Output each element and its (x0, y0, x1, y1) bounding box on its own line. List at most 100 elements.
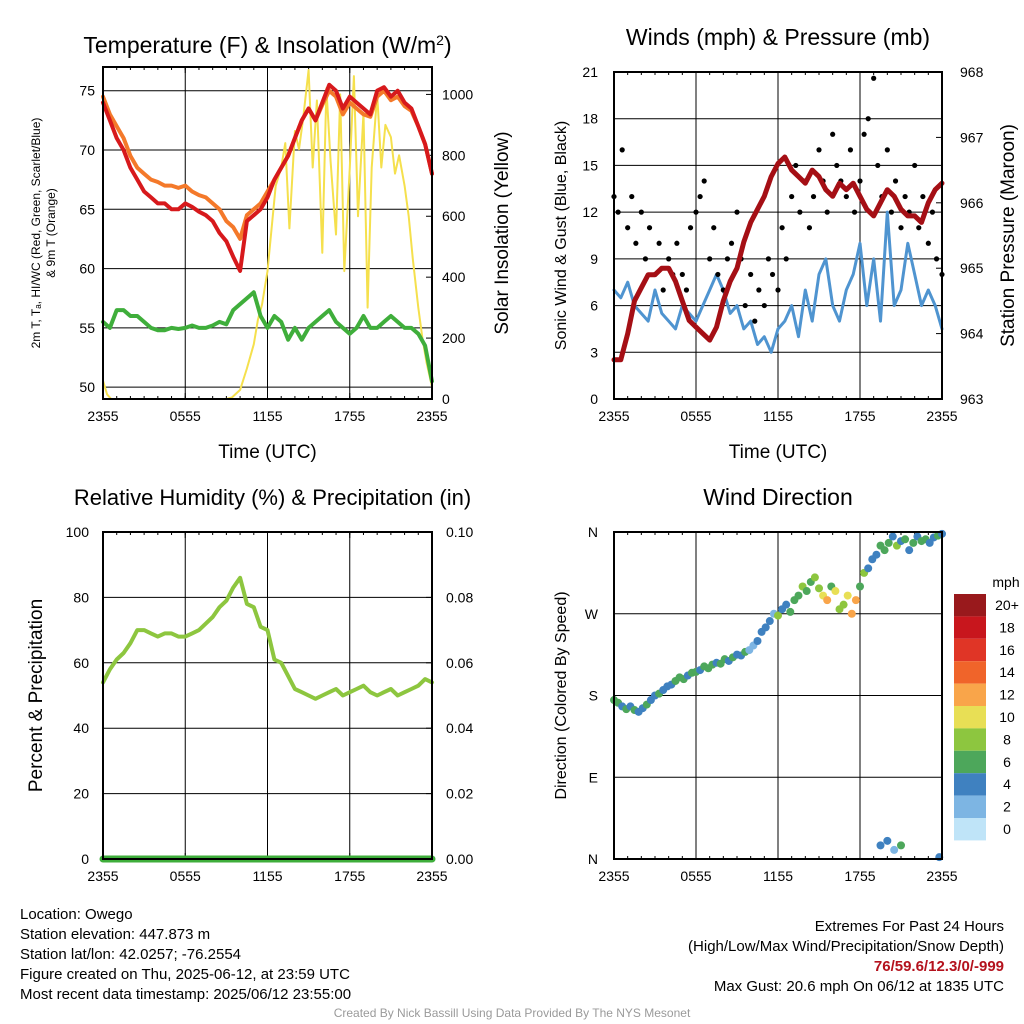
figure-created: Figure created on Thu, 2025-06-12, at 23… (20, 966, 350, 983)
plot-frame-4 (613, 531, 943, 860)
gust-point (724, 256, 731, 262)
chart-title-wind-direction: Wind Direction (703, 484, 853, 510)
gust-point (742, 302, 748, 309)
y-tick-label: 12 (582, 204, 598, 220)
y-tick-label: 15 (582, 157, 598, 173)
colorbar-label: 12 (999, 687, 1015, 703)
x-tick-label: 2355 (416, 408, 447, 424)
colorbar-label: 14 (999, 664, 1015, 680)
y2-axis-label: Solar Insolation (Yellow) (492, 131, 513, 334)
y-tick-label: S (589, 688, 598, 704)
extremes-box: Extremes For Past 24 Hours (High/Low/Max… (688, 917, 1004, 997)
y-tick-label: W (585, 606, 599, 622)
y-axis-label: & 9m T (Orange) (44, 188, 58, 278)
x-tick-label: 2355 (926, 868, 957, 884)
direction-point (884, 538, 893, 547)
direction-point (905, 546, 914, 555)
colorbar-label: 0 (1003, 821, 1011, 837)
series-relative-humidity (101, 575, 434, 701)
direction-point (815, 584, 823, 593)
direction-point (888, 532, 897, 541)
direction-point (883, 836, 892, 845)
x-tick-label: 2355 (87, 868, 118, 884)
gust-point (646, 225, 653, 231)
max-gust: Max Gust: 20.6 mph On 06/12 at 1835 UTC (713, 978, 1004, 995)
direction-point (794, 591, 803, 600)
extremes-title: Extremes For Past 24 Hours (814, 918, 1004, 935)
y-tick-label: 65 (79, 201, 95, 217)
y-tick-label: N (588, 851, 598, 867)
y-tick-label: 40 (73, 720, 89, 736)
y2-tick-label: 1000 (442, 86, 473, 102)
x-tick-label: 1755 (334, 408, 365, 424)
x-tick-label: 2355 (416, 868, 447, 884)
y2-tick-label: 0.08 (446, 589, 473, 605)
colorbar-swatch (954, 773, 986, 796)
direction-point (761, 623, 770, 632)
x-tick-label: 1155 (763, 868, 793, 884)
x-tick-label: 1755 (334, 868, 365, 884)
colorbar-swatch (954, 638, 986, 662)
gust-point (756, 287, 762, 293)
direction-point (765, 617, 774, 626)
credit-line: Created By Nick Bassill Using Data Provi… (333, 1006, 691, 1020)
y2-tick-label: 0 (442, 391, 450, 407)
y-tick-label: 6 (590, 298, 598, 314)
gust-point (871, 75, 877, 81)
gust-point (693, 209, 699, 215)
direction-point (810, 573, 819, 582)
colorbar-label: 4 (1003, 776, 1011, 792)
plot-frame-2 (613, 71, 943, 400)
direction-point (843, 591, 852, 600)
x-tick-label: 1755 (844, 408, 875, 424)
x-tick-label: 2355 (598, 408, 629, 424)
direction-point (880, 546, 889, 555)
gust-point (865, 116, 871, 122)
series-station-pressure (611, 154, 945, 363)
y-tick-label: 70 (79, 142, 95, 158)
y2-tick-label: 0.10 (446, 524, 473, 540)
y2-axis-label: Station Pressure (Maroon) (998, 124, 1019, 347)
chart-title-winds: Winds (mph) & Pressure (mb) (626, 24, 930, 50)
colorbar-swatch (954, 728, 986, 751)
station-info: Location: Owego Station elevation: 447.8… (20, 905, 351, 1005)
gust-point (656, 240, 662, 246)
gust-point (629, 193, 635, 200)
station-location: Location: Owego (20, 906, 133, 923)
colorbar-label: 20+ (995, 597, 1019, 613)
y-tick-label: 3 (590, 344, 598, 360)
gust-point (925, 240, 931, 246)
gust-point (847, 147, 854, 153)
y-axis-label: Direction (Colored By Speed) (553, 591, 570, 799)
gust-point (875, 162, 881, 169)
gust-point (633, 240, 639, 246)
gust-point (884, 147, 890, 153)
direction-point (901, 535, 910, 544)
gust-point (687, 225, 694, 231)
gust-point (728, 240, 735, 246)
gust-point (824, 209, 830, 215)
y-tick-label: 9 (590, 251, 598, 267)
colorbar-swatch (954, 661, 986, 684)
gust-point (793, 162, 799, 169)
gust-point (857, 178, 863, 184)
y2-tick-label: 964 (960, 326, 984, 342)
station-elevation: Station elevation: 447.873 m (20, 926, 211, 943)
direction-point (802, 587, 811, 596)
y-tick-label: E (589, 769, 598, 785)
y2-tick-label: 963 (960, 391, 984, 407)
direction-point (897, 841, 905, 850)
y2-tick-label: 0.02 (446, 786, 473, 802)
gust-point (933, 256, 940, 262)
gust-point (830, 131, 836, 137)
gust-point (674, 240, 680, 246)
gust-point (715, 271, 721, 278)
y2-tick-label: 0.06 (446, 655, 473, 671)
gust-point (783, 256, 789, 262)
chart-title-humidity: Relative Humidity (%) & Precipitation (i… (74, 485, 471, 510)
gust-point (761, 302, 767, 309)
gust-point (765, 256, 772, 262)
colorbar-swatch (954, 818, 986, 841)
gust-point (898, 225, 904, 231)
gust-point (769, 271, 776, 278)
